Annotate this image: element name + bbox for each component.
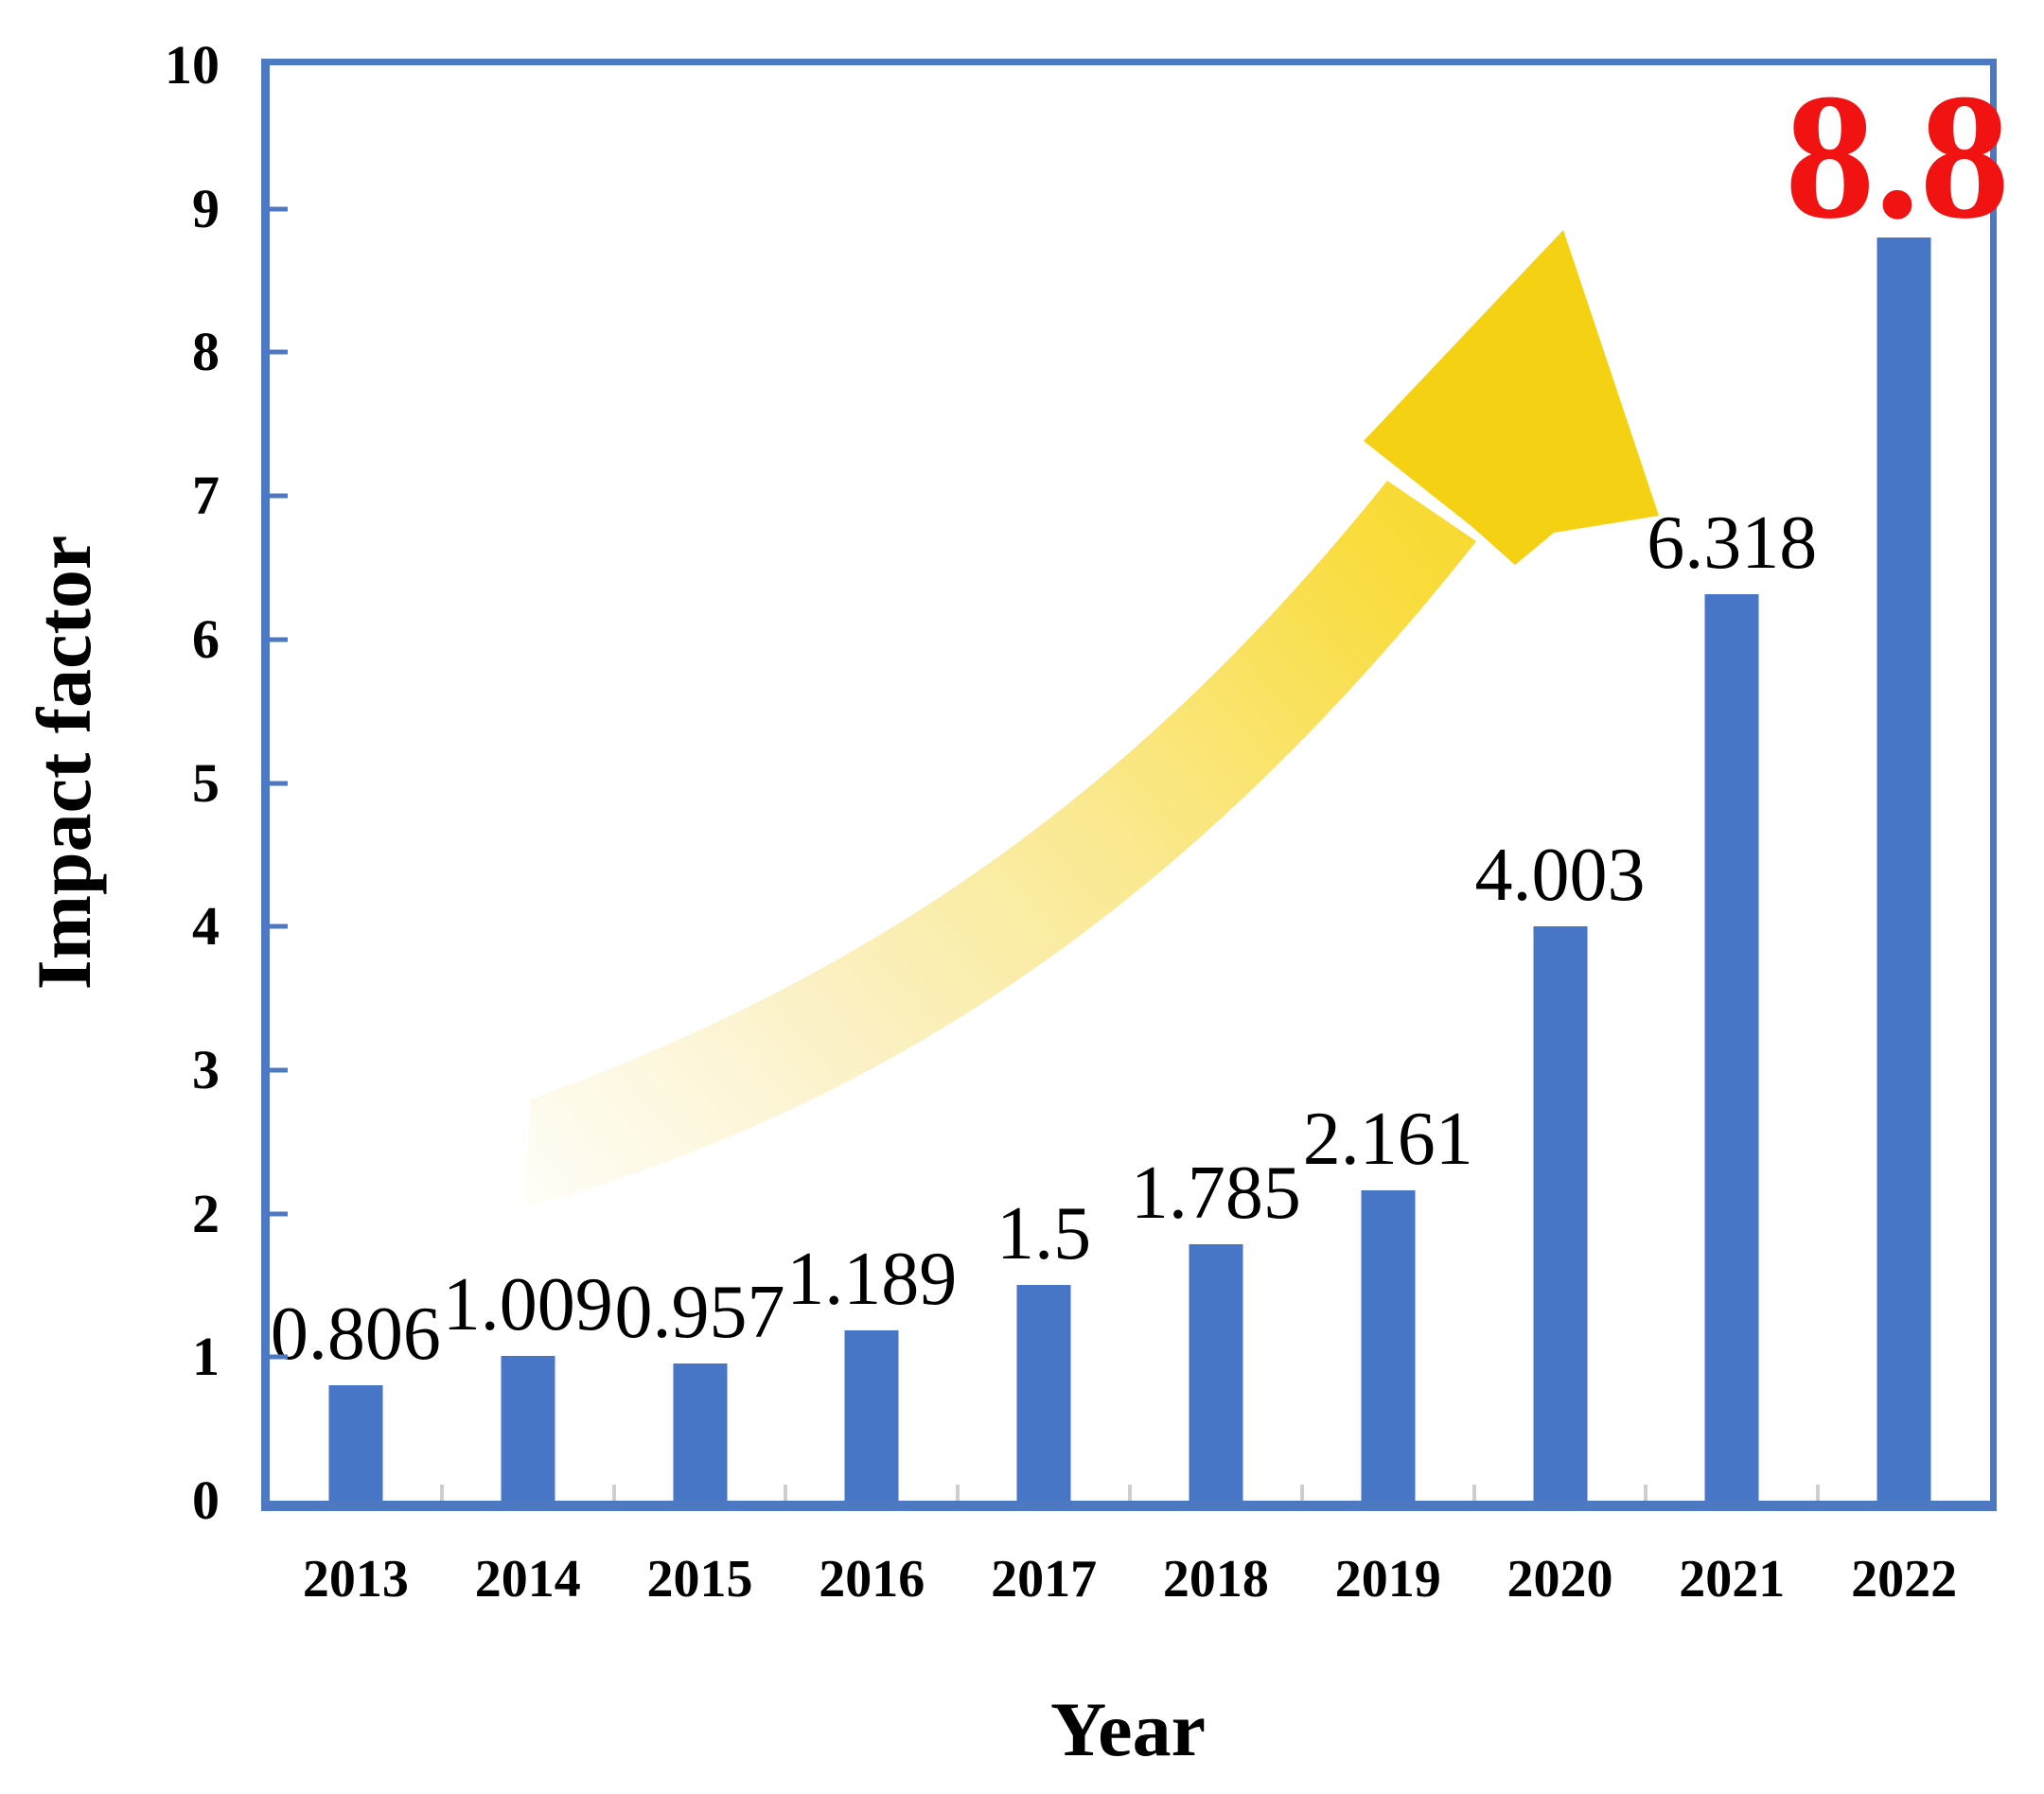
value-label-2014: 1.009 bbox=[442, 1262, 613, 1346]
x-tick-label-2016: 2016 bbox=[819, 1550, 925, 1609]
y-tick-label-4: 4 bbox=[192, 895, 220, 958]
y-axis-tick bbox=[270, 781, 288, 785]
x-tick-label-2019: 2019 bbox=[1334, 1550, 1441, 1609]
bar-2018 bbox=[1189, 1244, 1243, 1501]
category-boundary-tick bbox=[1471, 1485, 1476, 1501]
y-tick-label-3: 3 bbox=[192, 1038, 220, 1100]
x-tick-label-2021: 2021 bbox=[1679, 1550, 1786, 1609]
value-label-2015: 0.957 bbox=[614, 1270, 785, 1354]
x-tick-label-2020: 2020 bbox=[1507, 1550, 1613, 1609]
bar-2015 bbox=[673, 1363, 727, 1501]
y-tick-label-9: 9 bbox=[192, 177, 220, 239]
y-axis-tick bbox=[270, 493, 288, 499]
y-axis-tick bbox=[270, 637, 288, 642]
bar-2014 bbox=[501, 1355, 555, 1501]
bar-2013 bbox=[328, 1384, 383, 1501]
y-axis-tick bbox=[270, 349, 288, 355]
y-axis-tick bbox=[270, 1354, 288, 1360]
value-label-2013: 0.806 bbox=[270, 1292, 441, 1376]
value-label-2016: 1.189 bbox=[786, 1237, 958, 1321]
bar-2022 bbox=[1877, 237, 1931, 1501]
bar-2016 bbox=[844, 1329, 899, 1501]
bar-2019 bbox=[1361, 1190, 1416, 1501]
bar-2017 bbox=[1016, 1285, 1071, 1501]
value-label-2019: 2.161 bbox=[1302, 1098, 1473, 1182]
category-boundary-tick bbox=[439, 1485, 444, 1501]
x-tick-label-2014: 2014 bbox=[474, 1550, 581, 1609]
x-tick-label-2013: 2013 bbox=[302, 1550, 409, 1609]
x-tick-label-2015: 2015 bbox=[646, 1550, 753, 1609]
y-tick-label-1: 1 bbox=[192, 1326, 220, 1388]
y-tick-label-8: 8 bbox=[192, 321, 220, 383]
y-tick-label-5: 5 bbox=[192, 751, 220, 814]
value-label-2017: 1.5 bbox=[996, 1192, 1092, 1276]
x-tick-label-2022: 2022 bbox=[1851, 1550, 1958, 1609]
category-boundary-tick bbox=[1128, 1485, 1132, 1501]
value-label-2018: 1.785 bbox=[1130, 1152, 1301, 1236]
bar-2021 bbox=[1704, 593, 1759, 1501]
y-axis-tick bbox=[270, 1211, 288, 1217]
y-tick-label-10: 10 bbox=[165, 34, 220, 96]
y-axis-tick bbox=[270, 206, 288, 212]
category-boundary-tick bbox=[1644, 1485, 1648, 1501]
x-tick-label-2018: 2018 bbox=[1162, 1550, 1269, 1609]
category-boundary-tick bbox=[1816, 1485, 1821, 1501]
value-label-2020: 4.003 bbox=[1474, 833, 1646, 917]
x-tick-label-2017: 2017 bbox=[991, 1550, 1098, 1609]
y-tick-label-6: 6 bbox=[192, 607, 220, 670]
y-tick-label-7: 7 bbox=[192, 465, 220, 527]
y-axis-tick bbox=[270, 1067, 288, 1073]
y-tick-label-2: 2 bbox=[192, 1182, 220, 1244]
y-axis-tick bbox=[270, 923, 288, 929]
category-boundary-tick bbox=[1299, 1485, 1304, 1501]
y-tick-label-0: 0 bbox=[192, 1469, 220, 1531]
category-boundary-tick bbox=[956, 1485, 960, 1501]
category-boundary-tick bbox=[611, 1485, 616, 1501]
bar-2020 bbox=[1533, 925, 1587, 1501]
value-label-2021: 6.318 bbox=[1647, 501, 1818, 585]
category-boundary-tick bbox=[784, 1485, 788, 1501]
x-axis-title: Year bbox=[1050, 1686, 1206, 1772]
value-label-2022: 8.8 bbox=[1785, 57, 2010, 256]
plot-area: 0.806 1.009 0.957 1.189 1.5 1.785 2.161 4.003 6.… bbox=[261, 59, 2010, 1511]
